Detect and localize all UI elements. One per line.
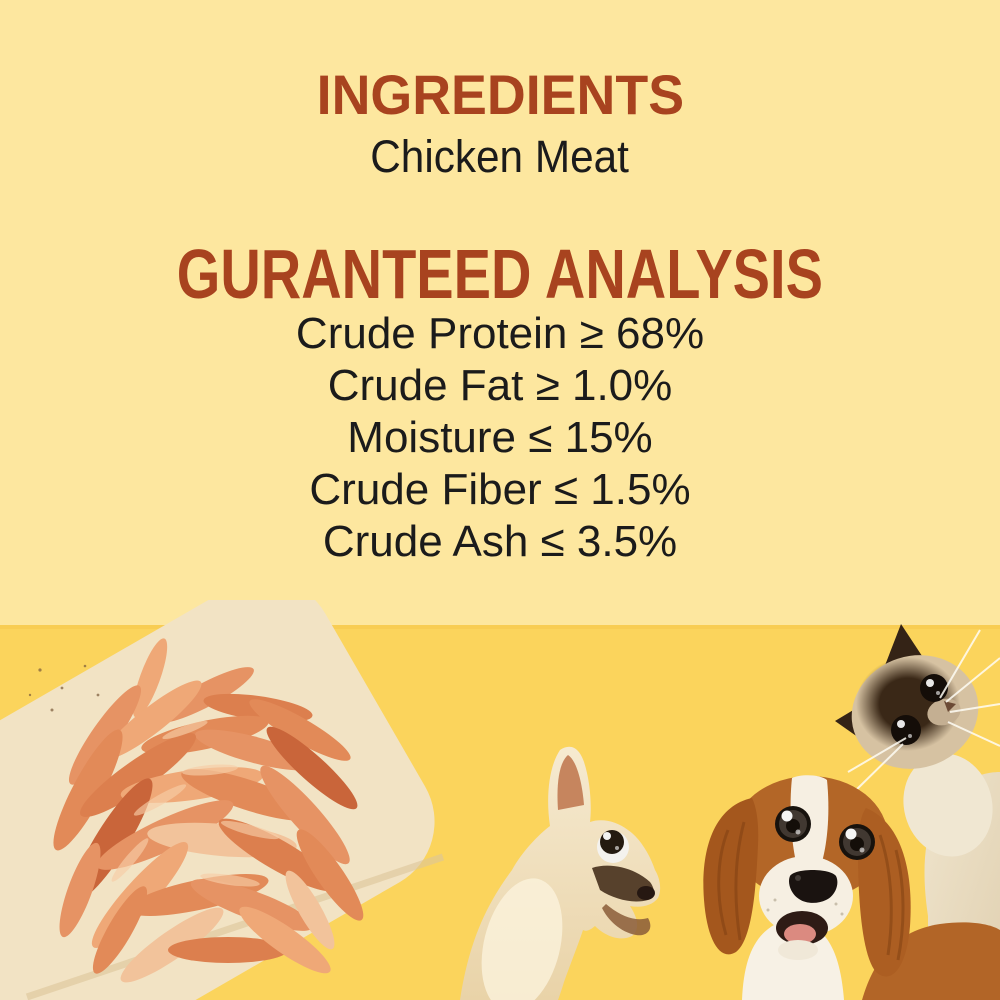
cat-image <box>835 624 1000 1000</box>
chihuahua-image <box>460 746 661 1000</box>
analysis-list: Crude Protein ≥ 68% Crude Fat ≥ 1.0% Moi… <box>0 308 1000 568</box>
analysis-line: Crude Fiber ≤ 1.5% <box>309 465 691 514</box>
spaniel-image <box>703 775 1000 1000</box>
analysis-line: Crude Fat ≥ 1.0% <box>327 361 673 410</box>
photo-illustrations <box>0 600 1000 1000</box>
info-panel: INGREDIENTS Chicken Meat GURANTEED ANALY… <box>0 66 1000 568</box>
ingredients-value: Chicken Meat <box>0 134 1000 179</box>
analysis-heading-text: GURANTEED ANALYSIS <box>176 235 824 313</box>
analysis-heading: GURANTEED ANALYSIS <box>0 239 1000 309</box>
chicken-jerky-image <box>0 600 445 1000</box>
ingredients-value-text: Chicken Meat <box>370 131 630 182</box>
analysis-line: Moisture ≤ 15% <box>347 413 653 462</box>
analysis-line: Crude Ash ≤ 3.5% <box>322 517 678 566</box>
ingredients-heading: INGREDIENTS <box>0 67 1000 123</box>
ingredients-heading-text: INGREDIENTS <box>316 63 684 126</box>
analysis-line: Crude Protein ≥ 68% <box>295 309 705 358</box>
